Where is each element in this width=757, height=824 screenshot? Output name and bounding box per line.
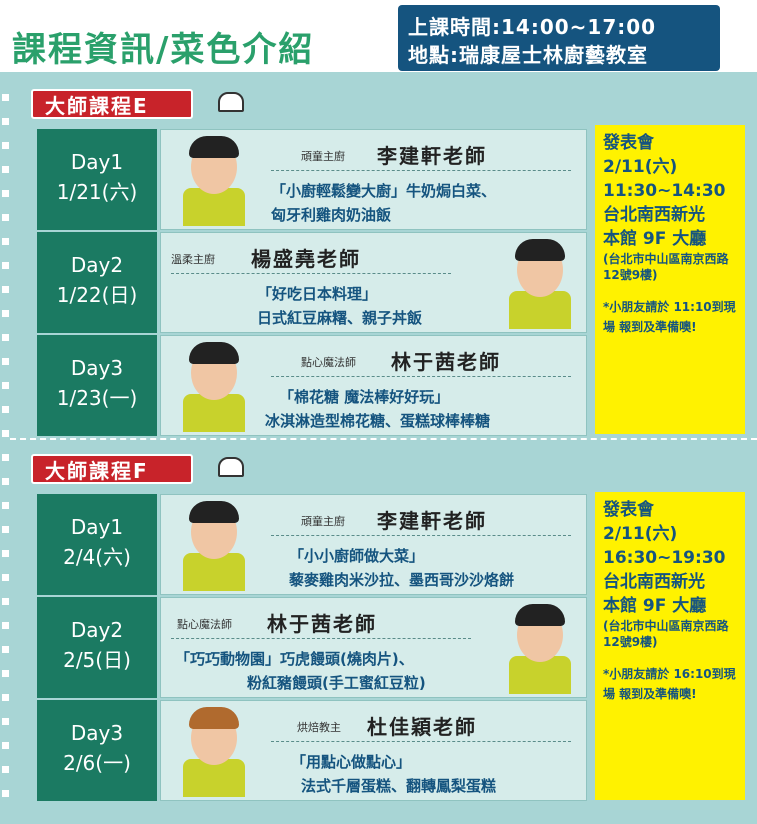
day-date: 1/22(日)	[56, 283, 138, 307]
event-address: (台北市中山區南京西路12號9樓)	[603, 252, 729, 282]
course-content: 溫柔主廚 楊盛堯老師 「好吃日本料理」 日式紅豆麻糬、親子丼飯	[160, 232, 587, 333]
dish-title: 「用點心做點心」	[291, 753, 412, 771]
course-content: 點心魔法師 林于茜老師 「巧巧動物園」巧虎饅頭(燒肉片)、 粉紅豬饅頭(手工蜜紅…	[160, 597, 587, 698]
dish-list: 日式紅豆麻糬、親子丼飯	[257, 309, 423, 327]
presentation-event-box: 發表會 2/11(六) 16:30~19:30 台北南西新光 本館 9F 大廳 …	[595, 492, 745, 800]
teacher-name: 李建軒老師	[377, 144, 487, 168]
day-cell: Day1 2/4(六)	[37, 494, 157, 595]
schedule-info-box: 上課時間:14:00~17:00 地點:瑞康屋士林廚藝教室	[398, 5, 720, 71]
event-venue: 台北南西新光	[603, 205, 705, 225]
dish-title: 「小廚輕鬆變大廚」牛奶焗白菜、	[271, 182, 497, 200]
event-venue-floor: 本館 9F 大廳	[603, 229, 707, 249]
chef-hat-icon	[218, 92, 244, 112]
dish-list: 法式千層蛋糕、翻轉鳳梨蛋糕	[301, 777, 497, 795]
binder-holes	[0, 86, 10, 816]
chef-photo	[501, 237, 581, 329]
chef-role: 溫柔主廚	[171, 253, 215, 266]
course-content: 頑童主廚 李建軒老師 「小廚輕鬆變大廚」牛奶焗白菜、 匈牙利雞肉奶油飯	[160, 129, 587, 230]
day-date: 2/4(六)	[63, 545, 131, 569]
dish-title: 「好吃日本料理」	[257, 285, 378, 303]
teacher-name: 林于茜老師	[267, 612, 377, 636]
course-content: 烘焙教主 杜佳穎老師 「用點心做點心」 法式千層蛋糕、翻轉鳳梨蛋糕	[160, 700, 587, 801]
teacher-name: 楊盛堯老師	[251, 247, 361, 271]
event-venue: 台北南西新光	[603, 572, 705, 592]
day-cell: Day2 1/22(日)	[37, 232, 157, 333]
presentation-event-box: 發表會 2/11(六) 11:30~14:30 台北南西新光 本館 9F 大廳 …	[595, 125, 745, 434]
day-cell: Day1 1/21(六)	[37, 129, 157, 230]
day-number: Day3	[70, 721, 124, 745]
chef-role: 點心魔法師	[301, 356, 356, 369]
day-number: Day2	[70, 618, 124, 642]
chef-role: 頑童主廚	[301, 515, 345, 528]
event-note: *小朋友請於 11:10到現場 報到及準備噢!	[603, 300, 736, 334]
chef-photo	[175, 499, 255, 591]
day-date: 2/5(日)	[63, 648, 131, 672]
class-time: 上課時間:14:00~17:00	[408, 15, 657, 39]
chef-role: 頑童主廚	[301, 150, 345, 163]
course-content: 頑童主廚 李建軒老師 「小小廚師做大菜」 藜麥雞肉米沙拉、墨西哥沙沙烙餅	[160, 494, 587, 595]
chef-photo	[175, 340, 255, 432]
event-date: 2/11(六)	[603, 524, 678, 544]
chef-photo	[501, 602, 581, 694]
dish-list: 藜麥雞肉米沙拉、墨西哥沙沙烙餅	[289, 571, 515, 589]
dish-list: 冰淇淋造型棉花糖、蛋糕球棒棒糖	[265, 412, 491, 430]
day-date: 2/6(一)	[63, 751, 131, 775]
page-title: 課程資訊/菜色介紹	[12, 30, 315, 70]
chef-photo	[175, 705, 255, 797]
day-number: Day1	[70, 515, 124, 539]
event-date: 2/11(六)	[603, 157, 678, 177]
day-number: Day1	[70, 150, 124, 174]
teacher-name: 杜佳穎老師	[367, 715, 477, 739]
day-number: Day2	[70, 253, 124, 277]
event-title: 發表會	[603, 133, 654, 153]
day-cell: Day2 2/5(日)	[37, 597, 157, 698]
day-number: Day3	[70, 356, 124, 380]
course-content: 點心魔法師 林于茜老師 「棉花糖 魔法棒好好玩」 冰淇淋造型棉花糖、蛋糕球棒棒糖	[160, 335, 587, 436]
chef-photo	[175, 134, 255, 226]
day-cell: Day3 2/6(一)	[37, 700, 157, 801]
course-tag-e: 大師課程E	[31, 89, 193, 119]
course-tag-f: 大師課程F	[31, 454, 193, 484]
teacher-name: 林于茜老師	[391, 350, 501, 374]
event-time: 16:30~19:30	[603, 548, 726, 568]
teacher-name: 李建軒老師	[377, 509, 487, 533]
dish-list: 粉紅豬饅頭(手工蜜紅豆粒)	[247, 674, 426, 692]
dish-title: 「小小廚師做大菜」	[289, 547, 425, 565]
dish-list: 匈牙利雞肉奶油飯	[271, 206, 392, 224]
dish-title: 「棉花糖 魔法棒好好玩」	[279, 388, 450, 406]
class-location: 地點:瑞康屋士林廚藝教室	[408, 43, 648, 67]
dish-title: 「巧巧動物園」巧虎饅頭(燒肉片)、	[175, 650, 414, 668]
event-note: *小朋友請於 16:10到現場 報到及準備噢!	[603, 667, 736, 701]
event-address: (台北市中山區南京西路12號9樓)	[603, 619, 729, 649]
day-date: 1/21(六)	[56, 180, 138, 204]
chef-role: 點心魔法師	[177, 618, 232, 631]
event-title: 發表會	[603, 500, 654, 520]
section-divider	[10, 438, 757, 440]
event-venue-floor: 本館 9F 大廳	[603, 596, 707, 616]
day-cell: Day3 1/23(一)	[37, 335, 157, 436]
chef-role: 烘焙教主	[297, 721, 341, 734]
day-date: 1/23(一)	[56, 386, 138, 410]
chef-hat-icon	[218, 457, 244, 477]
event-time: 11:30~14:30	[603, 181, 726, 201]
